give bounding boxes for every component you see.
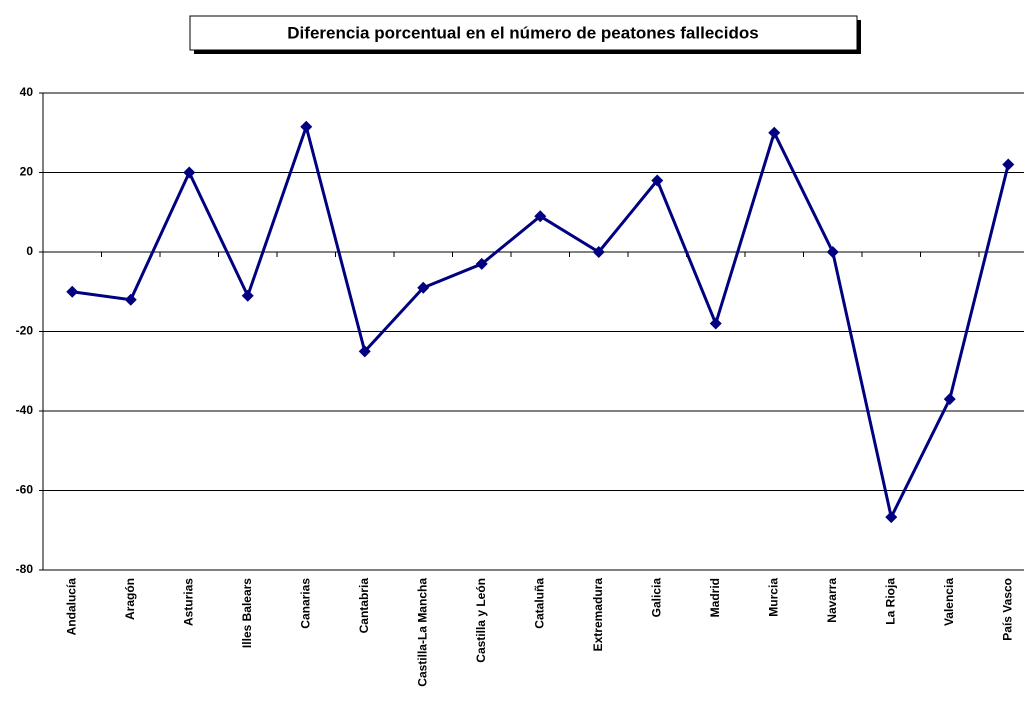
x-tick-label: La Rioja bbox=[883, 578, 897, 625]
y-tick-label: -80 bbox=[16, 562, 34, 576]
marker bbox=[183, 166, 196, 179]
chart-title: Diferencia porcentual en el número de pe… bbox=[287, 23, 758, 42]
marker bbox=[651, 174, 664, 187]
x-tick-label: Illes Balears bbox=[240, 578, 254, 648]
y-tick-label: -40 bbox=[16, 403, 34, 417]
y-tick-label: -20 bbox=[16, 324, 34, 338]
y-tick-label: 40 bbox=[20, 85, 34, 99]
x-tick-label: Andalucía bbox=[64, 578, 78, 636]
x-tick-label: Galicia bbox=[649, 578, 663, 618]
marker bbox=[358, 345, 371, 358]
x-tick-label: Cataluña bbox=[532, 578, 546, 629]
marker bbox=[475, 257, 488, 270]
x-tick-label: País Vasco bbox=[1000, 578, 1014, 641]
y-tick-label: -60 bbox=[16, 483, 34, 497]
x-tick-label: Extremadura bbox=[591, 578, 605, 652]
marker bbox=[1002, 158, 1015, 171]
x-tick-label: Murcia bbox=[766, 578, 780, 617]
x-tick-label: Madrid bbox=[708, 578, 722, 617]
marker bbox=[709, 317, 722, 330]
x-tick-label: Castilla-La Mancha bbox=[415, 578, 429, 687]
title-box bbox=[189, 15, 858, 51]
x-tick-label: Castilla y León bbox=[474, 578, 488, 663]
marker bbox=[592, 246, 605, 258]
marker bbox=[534, 210, 547, 223]
y-tick-label: 20 bbox=[20, 165, 34, 179]
marker bbox=[885, 511, 898, 524]
marker bbox=[768, 126, 781, 139]
y-tick-label: 0 bbox=[26, 244, 33, 258]
x-tick-label: Navarra bbox=[825, 578, 839, 623]
marker bbox=[241, 289, 254, 302]
x-tick-label: Valencia bbox=[942, 578, 956, 626]
x-tick-label: Canarias bbox=[298, 578, 312, 629]
x-tick-label: Asturias bbox=[181, 578, 195, 626]
marker bbox=[124, 293, 137, 306]
x-tick-label: Cantabria bbox=[357, 578, 371, 634]
marker bbox=[300, 120, 313, 133]
x-tick-label: Aragón bbox=[123, 578, 137, 620]
marker bbox=[66, 285, 79, 298]
line bbox=[72, 121, 1010, 522]
marker bbox=[826, 246, 839, 258]
marker bbox=[417, 281, 430, 294]
marker bbox=[943, 393, 956, 406]
